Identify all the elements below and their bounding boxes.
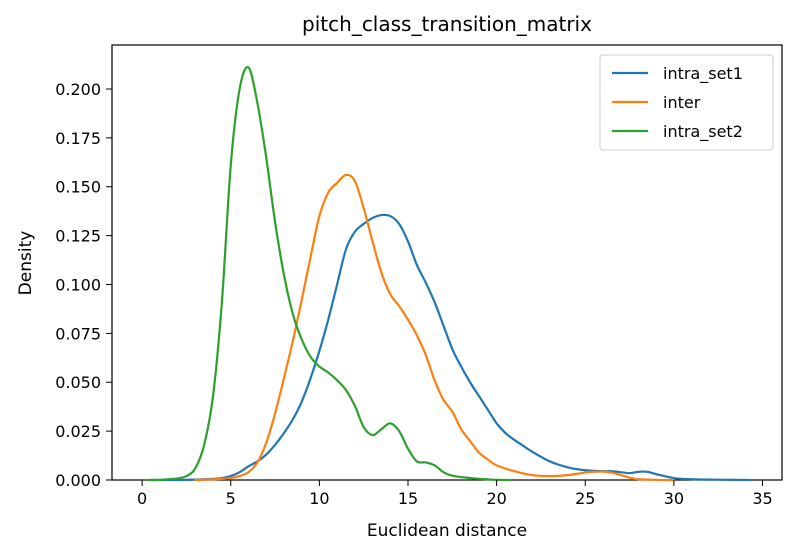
- y-tick-label: 0.075: [55, 324, 101, 343]
- chart-title: pitch_class_transition_matrix: [302, 12, 592, 36]
- x-tick-label: 30: [664, 489, 684, 508]
- legend-box: [599, 54, 774, 151]
- x-tick-label: 5: [226, 489, 236, 508]
- y-tick-label: 0.125: [55, 227, 101, 246]
- y-axis-ticks: 0.000 0.025 0.050 0.075 0.100 0.125 0.150 0.175…: [55, 80, 112, 490]
- y-tick-label: 0.175: [55, 129, 101, 148]
- series-lines: [146, 65, 752, 482]
- x-axis-ticks: 0 5 10 15 20 25 30 35: [137, 480, 773, 508]
- y-tick-label: 0.000: [55, 471, 101, 490]
- x-tick-label: 35: [752, 489, 772, 508]
- series-line-intra-set1: [149, 213, 752, 482]
- x-tick-label: 10: [309, 489, 329, 508]
- series-line-inter: [194, 173, 675, 482]
- legend-label-inter: inter: [663, 93, 701, 112]
- x-tick-label: 25: [575, 489, 595, 508]
- y-tick-label: 0.200: [55, 80, 101, 99]
- legend-label-intra-set2: intra_set2: [663, 122, 743, 142]
- x-tick-label: 15: [398, 489, 418, 508]
- y-tick-label: 0.050: [55, 373, 101, 392]
- y-axis-label: Density: [16, 231, 36, 296]
- y-tick-label: 0.100: [55, 275, 101, 294]
- axes: [111, 44, 783, 481]
- legend-label-intra-set1: intra_set1: [663, 64, 743, 84]
- y-tick-label: 0.150: [55, 178, 101, 197]
- series-line-intra-set2: [146, 65, 512, 482]
- x-axis-label: Euclidean distance: [367, 521, 527, 541]
- plot-frame: [111, 44, 783, 481]
- x-tick-label: 20: [486, 489, 506, 508]
- y-tick-label: 0.025: [55, 422, 101, 441]
- x-tick-label: 0: [137, 489, 147, 508]
